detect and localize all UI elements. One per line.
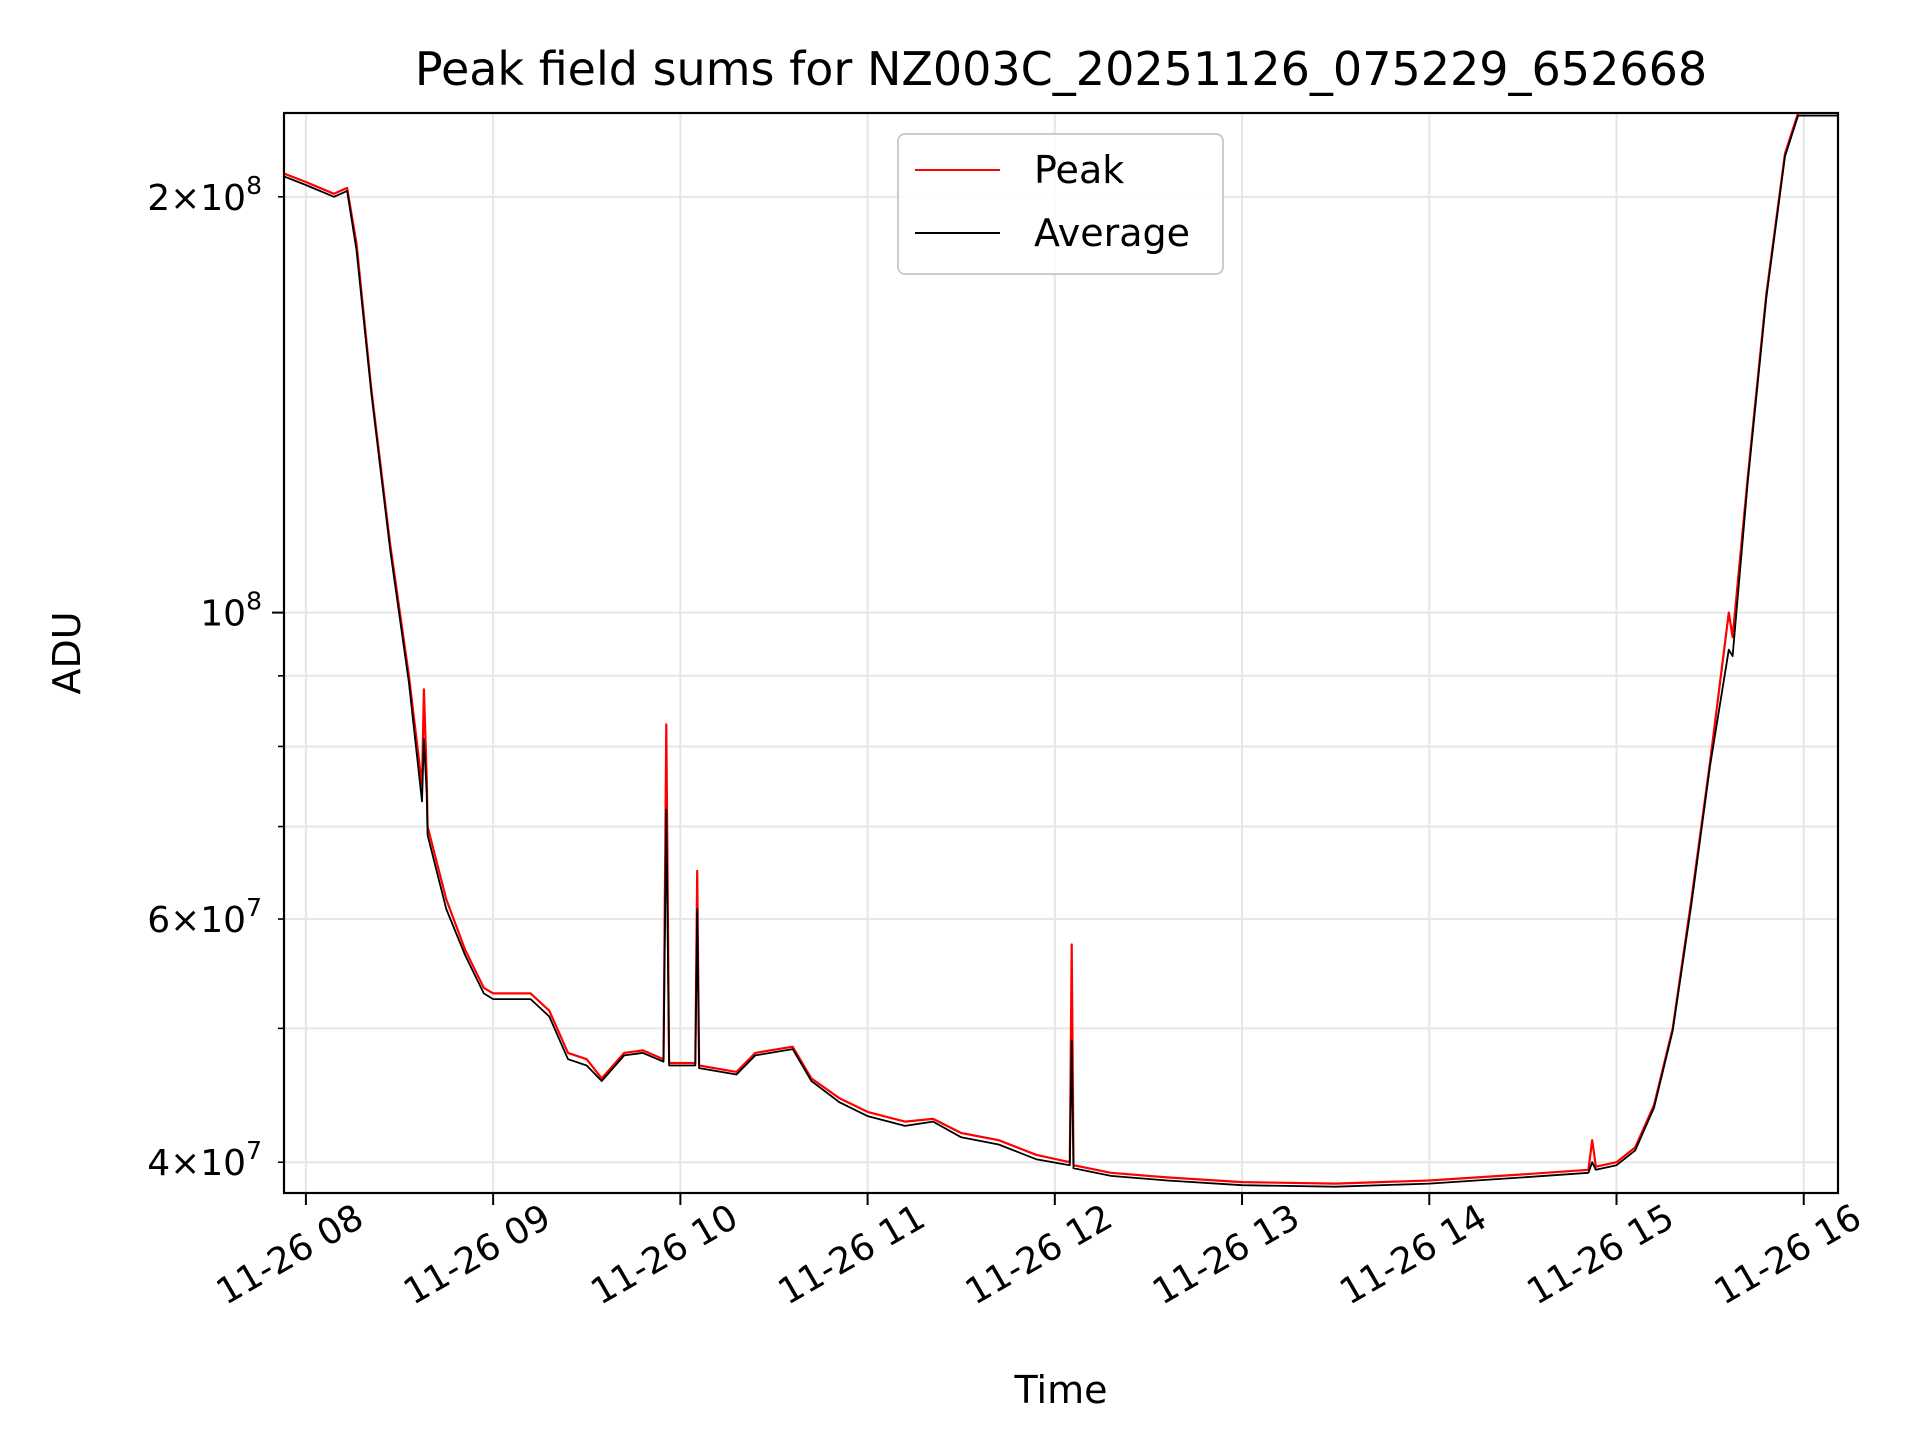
grid <box>284 113 1838 1193</box>
legend: Peak Average <box>897 133 1224 275</box>
y-tick-mantissa: 4 <box>147 1143 170 1184</box>
chart-title: Peak field sums for NZ003C_20251126_0752… <box>415 42 1707 96</box>
y-tick-exponent: 7 <box>246 1136 262 1165</box>
y-tick-label: 4×107 <box>147 1136 262 1184</box>
y-tick-exponent: 8 <box>246 587 262 616</box>
y-tick-mantissa: 2 <box>147 178 170 219</box>
y-tick-mantissa: 6 <box>147 900 170 941</box>
y-tick-exponent: 7 <box>246 893 262 922</box>
x-axis-label: Time <box>1014 1368 1108 1412</box>
legend-label-average: Average <box>1034 211 1190 255</box>
series-layer <box>284 113 1838 1188</box>
y-tick-label: 6×107 <box>147 893 262 941</box>
legend-label-peak: Peak <box>1034 148 1124 192</box>
y-tick-label: 2×108 <box>147 171 262 219</box>
y-tick-exponent: 8 <box>246 171 262 200</box>
plot-frame <box>282 111 1840 1195</box>
y-axis-label: ADU <box>45 611 89 694</box>
y-axis: 4×107 6×107 2×108 108 <box>147 171 284 1184</box>
y-tick-label: 108 <box>200 587 262 635</box>
series-line-average <box>284 114 1838 1188</box>
